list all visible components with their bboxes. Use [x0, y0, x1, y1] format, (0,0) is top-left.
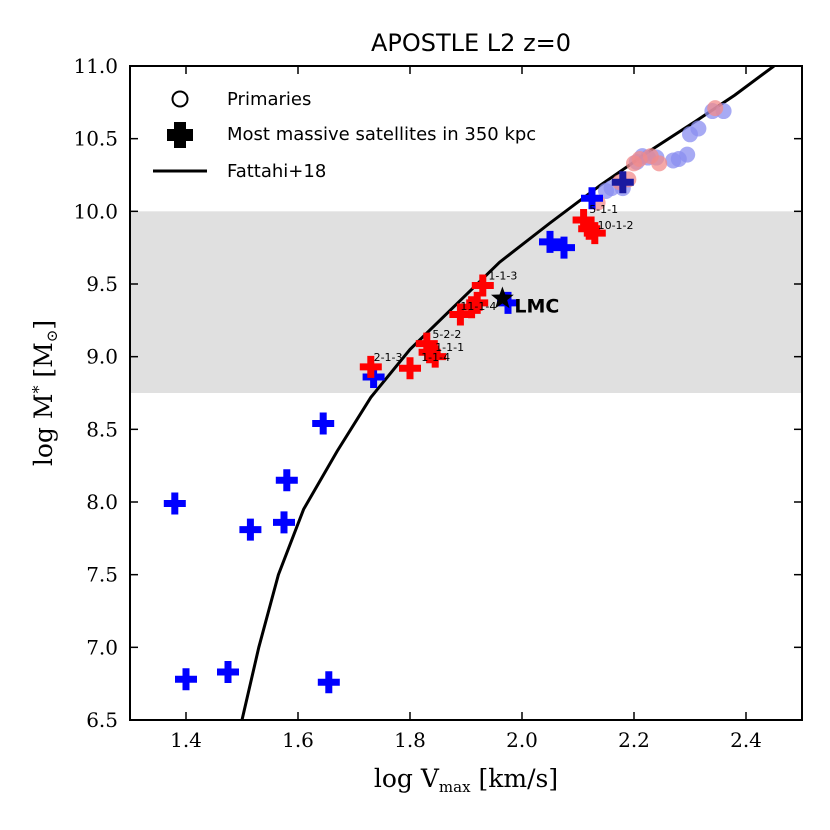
- primary-point-red: [707, 100, 724, 117]
- lmc-label: LMC: [514, 296, 559, 318]
- y-tick-label: 7.5: [86, 563, 118, 587]
- satellite-point-red: [578, 217, 601, 240]
- satellite-point-blue: [217, 661, 239, 684]
- satellite-point-red: [583, 222, 606, 245]
- y-tick-label: 7.0: [86, 635, 118, 659]
- satellite-point-blue: [275, 469, 298, 492]
- satellite-point-blue: [163, 492, 186, 515]
- satellite-point-blue: [539, 230, 561, 253]
- legend-marker-primaries: [171, 90, 189, 108]
- satellite-point-navy: [611, 171, 634, 194]
- satellite-point-red: [418, 341, 441, 364]
- shaded-band: [130, 211, 802, 393]
- lmc-star: [491, 286, 514, 309]
- legend-marker-satellites: [167, 122, 193, 148]
- x-tick-label: 2.4: [730, 728, 762, 752]
- plot-frame: [129, 65, 803, 721]
- fattahi-curve: [240, 66, 775, 720]
- x-tick-label: 2.0: [506, 728, 538, 752]
- satellite-point-red: [466, 291, 489, 314]
- satellite-point-red: [359, 355, 382, 378]
- legend-label-satellites: Most massive satellites in 350 kpc: [227, 124, 536, 145]
- satellite-point-red: [424, 345, 447, 368]
- legend: Primaries Most massive satellites in 350…: [153, 89, 536, 182]
- point-label: 2-1-3: [374, 351, 403, 364]
- point-label: 1-1-4: [421, 351, 450, 364]
- satellite-point-red: [399, 357, 421, 380]
- point-label: 10-1-2: [598, 219, 634, 232]
- satellite-point-red: [449, 303, 472, 326]
- satellite-point-blue: [239, 518, 262, 541]
- satellite-point-blue: [581, 187, 603, 210]
- satellite-point-red: [572, 209, 595, 232]
- legend-label-primaries: Primaries: [227, 89, 311, 110]
- x-tick-label: 1.8: [394, 728, 426, 752]
- satellite-point-blue: [312, 412, 335, 435]
- x-tick-label: 2.2: [618, 728, 650, 752]
- plot-area: 1-1-3 11-1-4 5-2-21-1-11-1-4 2-1-3 5-1-1 10-1…: [130, 66, 802, 720]
- point-label: 5-2-2: [432, 328, 461, 341]
- satellite-point-blue: [175, 668, 197, 691]
- x-tick-label: 1.4: [170, 728, 202, 752]
- legend-label-fattahi: Fattahi+18: [227, 161, 326, 182]
- y-tick-label: 9.5: [86, 272, 118, 296]
- y-tick-label: 10.0: [73, 199, 118, 223]
- primary-point-blue: [679, 146, 696, 163]
- primary-point-red: [651, 155, 668, 172]
- y-tick-label: 8.5: [86, 417, 118, 441]
- satellite-point-blue: [497, 291, 519, 314]
- x-tick-label: 1.6: [282, 728, 314, 752]
- y-tick-label: 9.0: [86, 345, 118, 369]
- y-tick-label: 11.0: [73, 54, 118, 78]
- y-tick-label: 8.0: [86, 490, 118, 514]
- point-label: 11-1-4: [460, 300, 496, 313]
- y-axis-title: log M* [M⊙]: [29, 320, 61, 466]
- point-label: 1-1-3: [488, 270, 517, 283]
- y-axis: 6.5 7.0 7.5 8.0 8.5 9.0 9.5 10.0 10.5 11.0: [73, 54, 802, 732]
- satellite-point-blue: [317, 671, 340, 694]
- primary-point-blue: [690, 120, 707, 137]
- satellite-point-red: [460, 296, 483, 319]
- point-label: 5-1-1: [589, 203, 618, 216]
- chart-title: APOSTLE L2 z=0: [371, 29, 571, 57]
- satellite-point-red: [471, 274, 494, 297]
- satellite-point-blue: [273, 511, 295, 534]
- point-label: 1-1-1: [435, 341, 464, 354]
- x-axis: 1.4 1.6 1.8 2.0 2.2 2.4: [170, 66, 762, 752]
- x-axis-title: log Vmax [km/s]: [374, 764, 558, 796]
- y-tick-label: 6.5: [86, 708, 118, 732]
- y-tick-label: 10.5: [73, 127, 118, 151]
- satellite-point-blue: [553, 236, 575, 259]
